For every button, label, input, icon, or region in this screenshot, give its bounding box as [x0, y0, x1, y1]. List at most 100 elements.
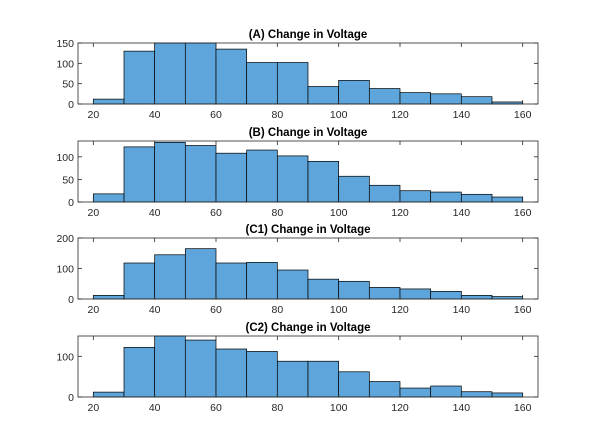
histogram-panel-2: (B) Change in Voltage 20 40 60 80 100 120 140 16… [56, 127, 539, 219]
histogram-bar [399, 190, 432, 203]
histogram-bar [307, 86, 340, 105]
x-tick-label: 80 [271, 304, 283, 316]
histogram-bar [460, 391, 493, 398]
x-tick-label: 120 [391, 207, 409, 219]
axes-box [77, 335, 539, 398]
histogram-bar [368, 381, 401, 398]
histogram-bar [246, 351, 278, 398]
histogram-bar [338, 80, 370, 105]
histogram-bar [399, 92, 432, 105]
histogram-bar [215, 348, 248, 398]
histogram-bar [92, 391, 125, 398]
x-tick-label: 60 [210, 402, 222, 414]
x-tick-label: 100 [330, 109, 348, 121]
histogram-bar [276, 269, 309, 300]
x-tick-label: 140 [453, 109, 471, 121]
x-tick-label: 60 [210, 304, 222, 316]
histogram-bar [184, 145, 217, 203]
histogram-bar [368, 88, 401, 105]
x-tick-label: 20 [87, 402, 99, 414]
y-tick-label: 100 [56, 264, 74, 276]
histogram-bar [215, 152, 248, 203]
x-tick-label: 40 [149, 304, 161, 316]
histogram-bar [368, 287, 401, 300]
histogram-bar [154, 142, 186, 203]
axes-box [77, 140, 539, 203]
y-tick-label: 0 [68, 392, 74, 404]
histogram-bar [338, 175, 370, 203]
histogram-bar [215, 48, 248, 105]
histogram-bar [123, 262, 156, 300]
histogram-panel-1: (A) Change in Voltage 20 40 60 80 100 120 140 16… [56, 29, 539, 121]
histogram-panel-4: (C2) Change in Voltage 20 40 60 80 100 120 140 1… [56, 322, 539, 414]
y-tick-label: 100 [56, 351, 74, 363]
histogram-panel-3: (C1) Change in Voltage 20 40 60 80 100 120 140 1… [56, 224, 539, 316]
y-tick-label: 50 [62, 79, 74, 91]
histogram-bar [123, 146, 156, 203]
histogram-bar [460, 193, 493, 203]
y-tick-label: 50 [62, 174, 74, 186]
histogram-bar [430, 93, 462, 105]
y-tick-label: 100 [56, 58, 74, 70]
histogram-bar [184, 248, 217, 300]
x-tick-label: 140 [453, 402, 471, 414]
x-tick-label: 80 [271, 207, 283, 219]
histogram-bar [92, 98, 125, 105]
x-tick-label: 80 [271, 402, 283, 414]
histogram-bar [430, 385, 462, 398]
histogram-bar [491, 196, 524, 203]
x-tick-label: 20 [87, 304, 99, 316]
histogram-bar [460, 294, 493, 300]
histogram-bar [399, 387, 432, 398]
y-tick-label: 0 [68, 294, 74, 306]
y-tick-label: 100 [56, 152, 74, 164]
histogram-bar [246, 262, 278, 300]
histogram-bar [368, 184, 401, 203]
histogram-bar [338, 280, 370, 300]
histogram-bar [154, 254, 186, 300]
x-tick-label: 40 [149, 402, 161, 414]
histogram-bar [92, 294, 125, 300]
histogram-bar [246, 62, 278, 105]
x-tick-label: 20 [87, 207, 99, 219]
histogram-bar [123, 347, 156, 398]
x-tick-label: 100 [330, 207, 348, 219]
panel-title: (C1) Change in Voltage [245, 224, 370, 236]
histogram-bar [246, 149, 278, 203]
histogram-bar [307, 160, 340, 203]
histogram-bar [276, 62, 309, 105]
y-tick-label: 200 [56, 233, 74, 245]
x-tick-label: 160 [514, 207, 532, 219]
x-tick-label: 160 [514, 109, 532, 121]
histogram-bar [154, 335, 186, 398]
histogram-bar [460, 96, 493, 105]
histogram-bar [399, 288, 432, 300]
x-tick-label: 100 [330, 304, 348, 316]
histogram-bar [430, 291, 462, 300]
x-tick-label: 140 [453, 304, 471, 316]
histogram-bar [123, 50, 156, 105]
histogram-bar [430, 191, 462, 203]
histogram-bar [215, 262, 248, 300]
histogram-bar [491, 392, 524, 398]
histogram-bar [92, 193, 125, 203]
axes-box [77, 42, 539, 105]
histogram-bar [338, 371, 370, 398]
x-tick-label: 140 [453, 207, 471, 219]
y-tick-label: 0 [68, 197, 74, 209]
x-tick-label: 120 [391, 109, 409, 121]
panel-title: (B) Change in Voltage [249, 127, 368, 139]
histogram-bar [307, 278, 340, 300]
histogram-bar [276, 360, 309, 398]
panel-title: (C2) Change in Voltage [245, 322, 370, 334]
histogram-bar [184, 42, 217, 105]
y-tick-label: 0 [68, 99, 74, 111]
x-tick-label: 60 [210, 109, 222, 121]
histogram-bar [184, 339, 217, 398]
histogram-bar [154, 42, 186, 105]
x-tick-label: 60 [210, 207, 222, 219]
panel-title: (A) Change in Voltage [249, 29, 368, 41]
y-tick-label: 150 [56, 38, 74, 50]
x-tick-label: 100 [330, 402, 348, 414]
x-tick-label: 40 [149, 109, 161, 121]
